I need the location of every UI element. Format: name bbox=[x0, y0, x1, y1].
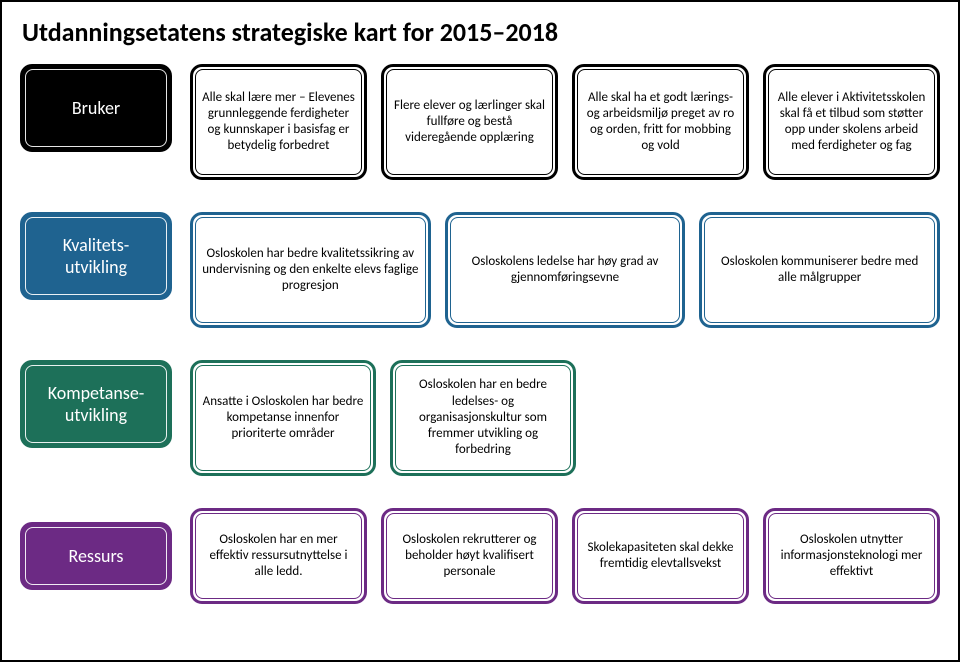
card-text: Osloskolen har en bedre ledelses- og org… bbox=[401, 377, 565, 458]
card-text: Osloskolen har en mer effektiv ressursut… bbox=[201, 532, 356, 581]
card-text: Osloskolen kommuniserer bedre med alle m… bbox=[710, 254, 929, 287]
card-text: Osloskolen har bedre kvalitetssikring av… bbox=[201, 246, 420, 295]
category-label: Ressurs bbox=[69, 545, 124, 567]
category-label: Kompetanse- utvikling bbox=[48, 382, 145, 426]
card: Alle skal lære mer – Elevenes grunnlegge… bbox=[190, 64, 367, 180]
card-text: Osloskolen utnytter informasjonsteknolog… bbox=[774, 532, 929, 581]
card: Skolekapasiteten skal dekke fremtidig el… bbox=[572, 508, 749, 604]
cards-kvalitet: Osloskolen har bedre kvalitetssikring av… bbox=[190, 212, 940, 328]
category-kompetanse: Kompetanse- utvikling bbox=[20, 360, 172, 448]
card-text: Osloskolens ledelse har høy grad av gjen… bbox=[456, 254, 675, 287]
row-bruker: Bruker Alle skal lære mer – Elevenes gru… bbox=[20, 64, 940, 180]
card: Osloskolen har en mer effektiv ressursut… bbox=[190, 508, 367, 604]
category-bruker: Bruker bbox=[20, 64, 172, 152]
category-label: Bruker bbox=[72, 97, 120, 119]
card: Ansatte i Osloskolen har bedre kompetans… bbox=[190, 360, 376, 476]
row-ressurs: Ressurs Osloskolen har en mer effektiv r… bbox=[20, 508, 940, 604]
cards-ressurs: Osloskolen har en mer effektiv ressursut… bbox=[190, 508, 940, 604]
category-kvalitet: Kvalitets- utvikling bbox=[20, 212, 172, 300]
strategy-map: Utdanningsetatens strategiske kart for 2… bbox=[0, 0, 960, 662]
row-kompetanseutvikling: Kompetanse- utvikling Ansatte i Osloskol… bbox=[20, 360, 940, 476]
card-text: Alle skal ha et godt lærings- og arbeids… bbox=[583, 90, 738, 155]
card: Alle elever i Aktivitetsskolen skal få e… bbox=[763, 64, 940, 180]
row-kvalitetsutvikling: Kvalitets- utvikling Osloskolen har bedr… bbox=[20, 212, 940, 328]
card-text: Alle skal lære mer – Elevenes grunnlegge… bbox=[201, 90, 356, 155]
cards-kompetanse: Ansatte i Osloskolen har bedre kompetans… bbox=[190, 360, 940, 476]
card: Osloskolen har bedre kvalitetssikring av… bbox=[190, 212, 431, 328]
card-text: Flere elever og lærlinger skal fullføre … bbox=[392, 98, 547, 147]
card-text: Skolekapasiteten skal dekke fremtidig el… bbox=[583, 540, 738, 573]
card: Osloskolen rekrutterer og beholder høyt … bbox=[381, 508, 558, 604]
card: Osloskolens ledelse har høy grad av gjen… bbox=[445, 212, 686, 328]
card: Flere elever og lærlinger skal fullføre … bbox=[381, 64, 558, 180]
card-text: Alle elever i Aktivitetsskolen skal få e… bbox=[774, 90, 929, 155]
page-title: Utdanningsetatens strategiske kart for 2… bbox=[22, 16, 940, 48]
category-ressurs: Ressurs bbox=[20, 522, 172, 590]
cards-bruker: Alle skal lære mer – Elevenes grunnlegge… bbox=[190, 64, 940, 180]
card-text: Ansatte i Osloskolen har bedre kompetans… bbox=[201, 394, 365, 443]
card: Osloskolen utnytter informasjonsteknolog… bbox=[763, 508, 940, 604]
category-label: Kvalitets- utvikling bbox=[63, 234, 130, 278]
card: Osloskolen har en bedre ledelses- og org… bbox=[390, 360, 576, 476]
card: Alle skal ha et godt lærings- og arbeids… bbox=[572, 64, 749, 180]
card-text: Osloskolen rekrutterer og beholder høyt … bbox=[392, 532, 547, 581]
card: Osloskolen kommuniserer bedre med alle m… bbox=[699, 212, 940, 328]
